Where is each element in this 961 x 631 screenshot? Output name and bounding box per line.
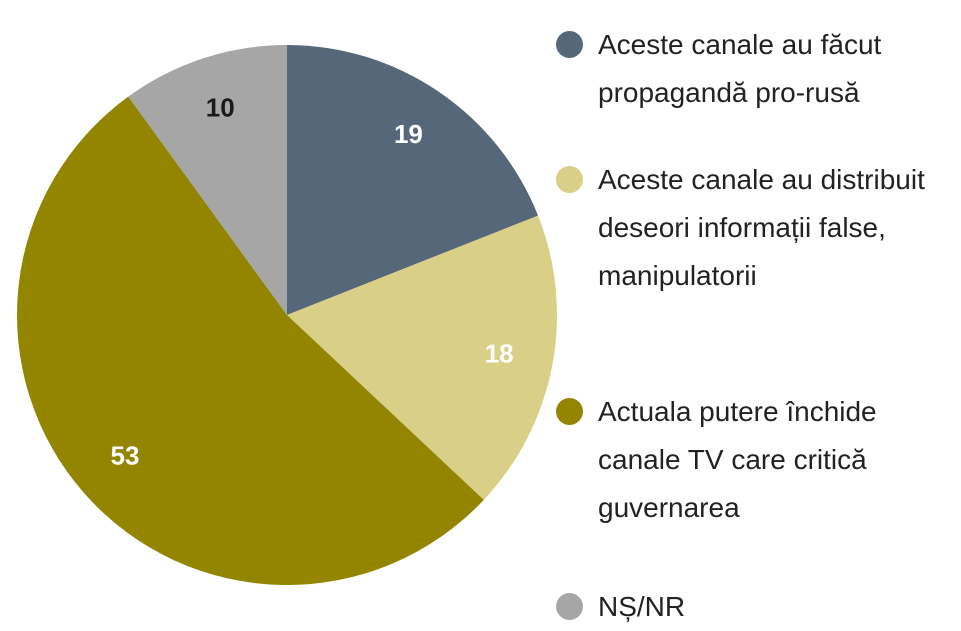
pie-slice — [287, 45, 539, 315]
value-label: 18 — [485, 338, 514, 368]
legend-marker — [556, 166, 583, 193]
legend-label: Aceste canale au distribuit deseori info… — [598, 164, 925, 291]
legend-marker — [556, 31, 583, 58]
pie-slice — [128, 45, 287, 315]
legend-item: Actuala putere închide canale TV care cr… — [556, 388, 956, 532]
legend-marker — [556, 398, 583, 425]
legend-label: Actuala putere închide canale TV care cr… — [598, 396, 877, 523]
legend-item: Aceste canale au distribuit deseori info… — [556, 156, 956, 300]
pie-slice — [17, 96, 484, 585]
legend-label: Aceste canale au făcut propagandă pro-ru… — [598, 29, 882, 108]
legend-item: NȘ/NR — [556, 583, 956, 631]
pie-slice — [287, 215, 558, 500]
value-label: 10 — [206, 92, 235, 122]
legend-label: NȘ/NR — [598, 591, 686, 622]
legend-marker — [556, 593, 583, 620]
legend-item: Aceste canale au făcut propagandă pro-ru… — [556, 21, 956, 117]
value-label: 53 — [111, 441, 140, 471]
value-label: 19 — [394, 119, 423, 149]
